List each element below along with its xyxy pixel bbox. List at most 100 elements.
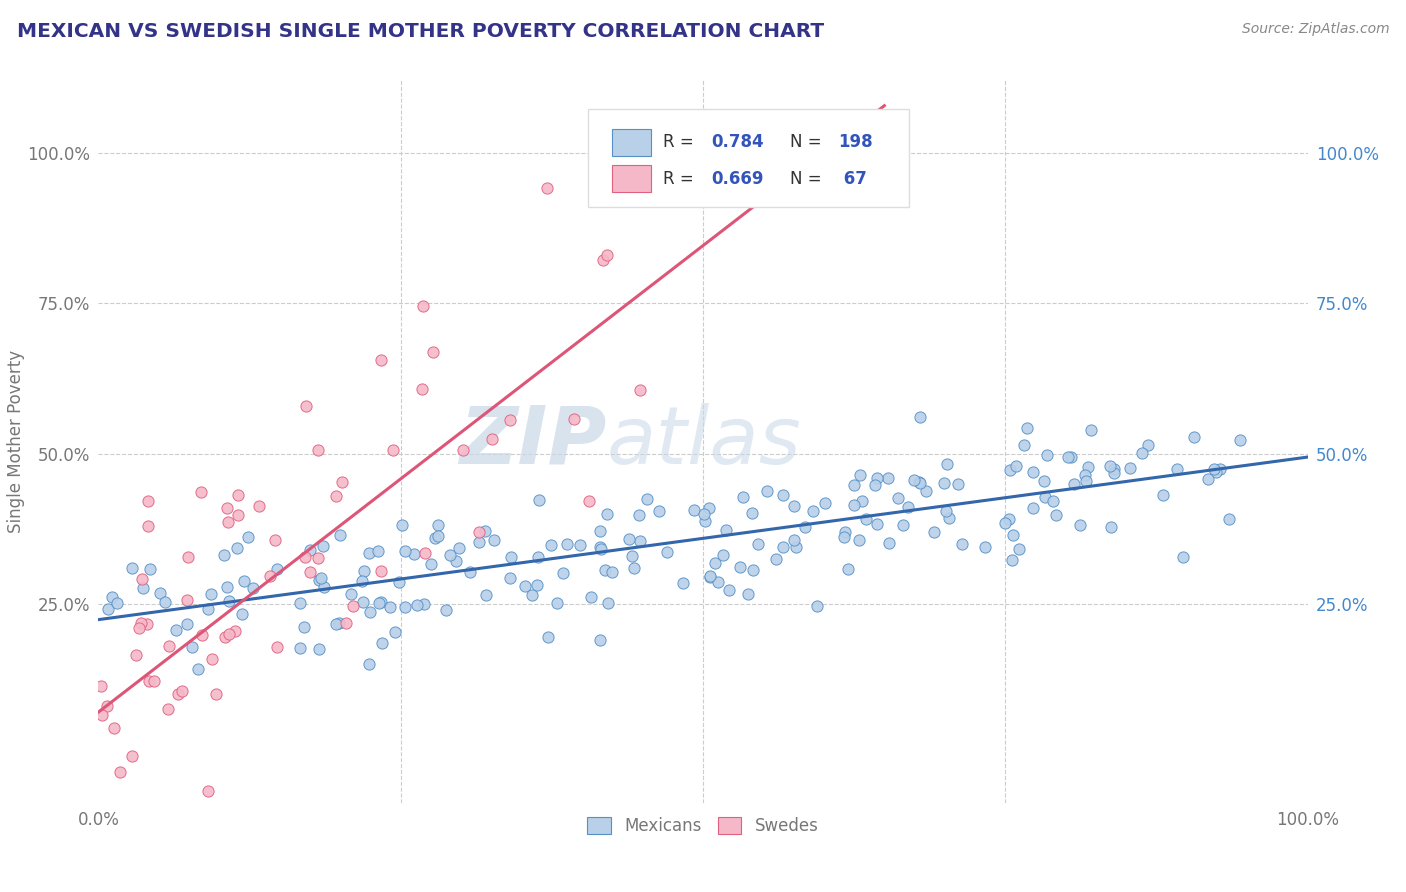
Point	[596, 248, 619, 262]
Point	[367, 596, 389, 610]
Point	[1002, 528, 1025, 542]
Point	[484, 533, 506, 548]
Point	[228, 508, 250, 523]
Point	[412, 299, 434, 313]
Text: N =: N =	[790, 134, 827, 152]
Text: 0.784: 0.784	[711, 134, 763, 152]
Point	[458, 565, 481, 579]
Point	[136, 493, 159, 508]
Point	[593, 563, 616, 577]
Point	[866, 470, 889, 484]
Point	[1209, 462, 1232, 476]
Point	[529, 492, 551, 507]
Point	[359, 605, 381, 619]
Point	[468, 524, 491, 539]
Point	[711, 548, 734, 562]
Point	[1022, 501, 1045, 516]
Point	[156, 702, 179, 716]
Point	[353, 564, 375, 578]
Point	[111, 852, 134, 866]
Point	[139, 561, 162, 575]
Point	[434, 603, 457, 617]
Point	[125, 648, 148, 663]
Point	[97, 602, 120, 616]
Point	[699, 501, 721, 516]
Point	[707, 574, 730, 589]
Point	[172, 684, 194, 698]
Point	[405, 598, 427, 612]
Point	[948, 476, 970, 491]
Point	[1229, 433, 1251, 447]
Point	[226, 541, 249, 556]
Point	[200, 587, 222, 601]
Point	[1182, 430, 1205, 444]
Point	[793, 520, 815, 534]
Point	[628, 534, 651, 549]
Point	[105, 596, 128, 610]
Point	[180, 640, 202, 654]
Point	[801, 504, 824, 518]
Point	[1218, 511, 1240, 525]
Point	[101, 590, 124, 604]
Point	[834, 524, 856, 539]
Point	[728, 560, 751, 574]
Point	[307, 551, 329, 566]
Point	[546, 596, 568, 610]
Point	[131, 573, 153, 587]
Point	[371, 636, 394, 650]
Point	[693, 508, 716, 522]
Point	[299, 565, 322, 579]
Point	[388, 575, 411, 590]
Point	[1132, 446, 1154, 460]
Point	[352, 574, 374, 589]
Point	[294, 550, 316, 565]
Point	[623, 560, 645, 574]
Point	[382, 443, 405, 458]
Point	[292, 620, 315, 634]
Text: 67: 67	[838, 169, 868, 187]
Point	[785, 540, 807, 554]
Point	[340, 587, 363, 601]
Point	[537, 630, 560, 644]
Point	[731, 490, 754, 504]
Point	[197, 602, 219, 616]
Point	[562, 412, 585, 426]
Point	[447, 541, 470, 556]
Point	[110, 765, 132, 780]
Point	[1012, 437, 1035, 451]
Point	[589, 542, 612, 557]
Point	[499, 413, 522, 427]
Point	[994, 516, 1017, 530]
Point	[233, 574, 256, 589]
Point	[588, 633, 610, 648]
Point	[866, 516, 889, 531]
Point	[242, 581, 264, 595]
Point	[217, 516, 239, 530]
Point	[1080, 423, 1102, 437]
Point	[620, 549, 643, 563]
Point	[974, 540, 997, 554]
Point	[849, 468, 872, 483]
Point	[329, 528, 352, 542]
Point	[842, 477, 865, 491]
Point	[157, 639, 180, 653]
Point	[1001, 553, 1024, 567]
Point	[936, 457, 959, 471]
Point	[636, 492, 658, 507]
Point	[540, 538, 562, 552]
Point	[384, 625, 406, 640]
Point	[100, 843, 122, 857]
Point	[294, 400, 316, 414]
FancyBboxPatch shape	[588, 109, 908, 207]
Text: ZIP: ZIP	[458, 402, 606, 481]
Point	[600, 565, 623, 579]
Point	[1099, 520, 1122, 534]
Point	[814, 496, 837, 510]
Point	[420, 557, 443, 571]
Point	[380, 600, 402, 615]
Point	[865, 478, 887, 492]
Point	[247, 500, 270, 514]
Point	[224, 624, 246, 638]
Point	[672, 576, 695, 591]
Point	[1035, 449, 1057, 463]
